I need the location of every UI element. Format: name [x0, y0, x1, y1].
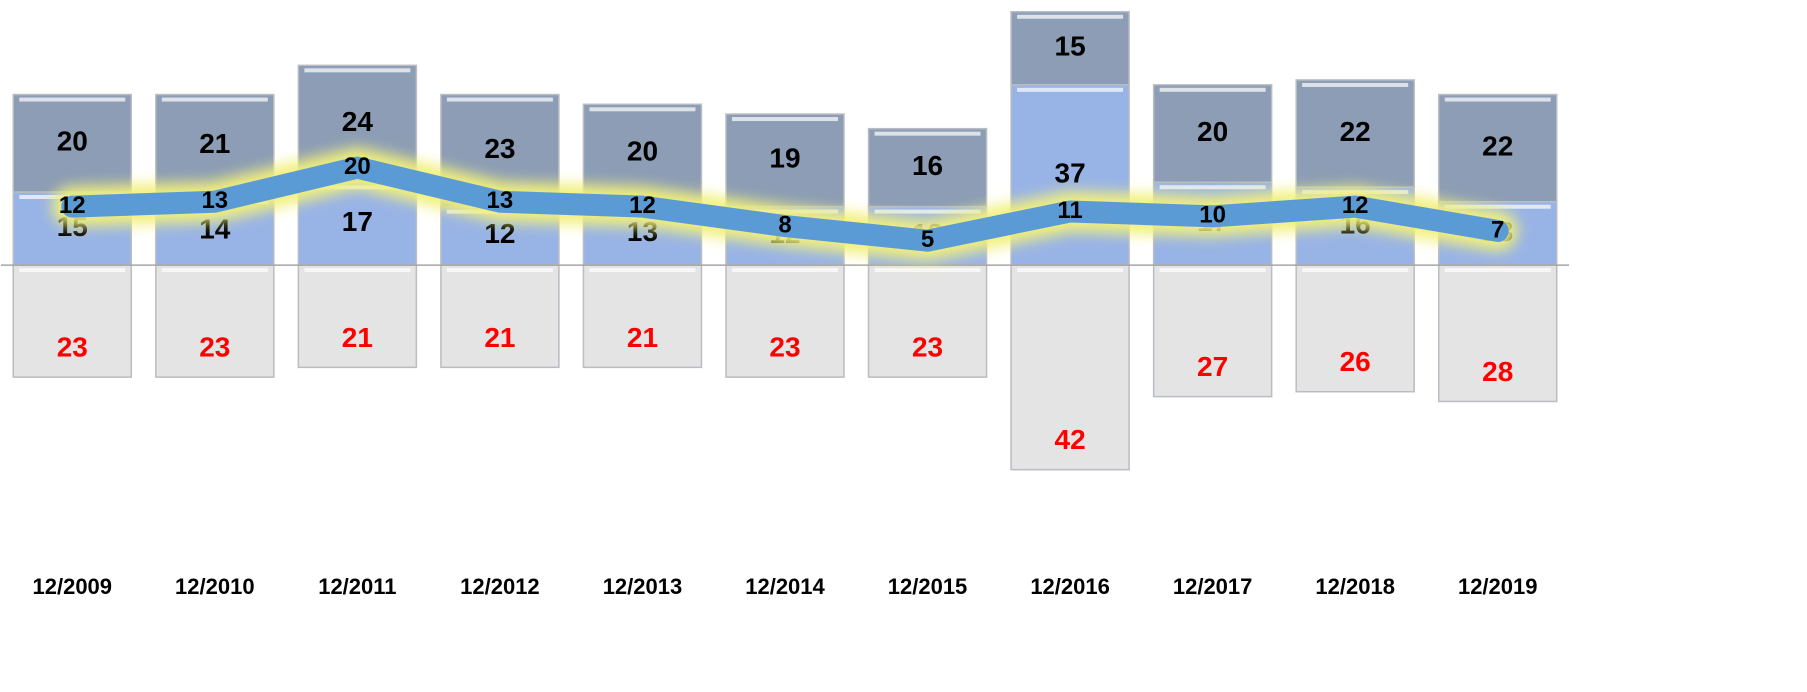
segment-label: 16	[912, 150, 943, 181]
bar-bevel	[1017, 87, 1124, 92]
bar-bevel	[874, 131, 981, 136]
segment-label: 12	[484, 218, 515, 249]
x-tick-label: 12/2017	[1173, 574, 1253, 599]
x-tick-label: 12/2015	[888, 574, 968, 599]
bar-bevel	[1159, 87, 1266, 92]
bar-bevel	[589, 268, 696, 273]
bar-bevel	[446, 268, 553, 273]
bar-segment	[12, 264, 133, 378]
x-tick-label: 12/2018	[1315, 574, 1395, 599]
segment-label: 26	[1340, 346, 1371, 377]
segment-label: 23	[769, 332, 800, 363]
bar-segment	[1152, 264, 1273, 398]
bar-bevel	[19, 268, 126, 273]
bar-segment	[1010, 264, 1130, 471]
bar-segment	[1152, 84, 1273, 183]
x-tick-label: 12/2010	[175, 574, 255, 599]
bar-bevel	[732, 117, 838, 122]
segment-label: 23	[912, 332, 943, 363]
line-label: 12	[1342, 192, 1369, 219]
bar-bevel	[446, 97, 553, 102]
bar-bevel	[1444, 97, 1551, 102]
segment-label: 19	[769, 143, 800, 174]
line-label: 13	[201, 187, 228, 214]
bar-bevel	[1302, 82, 1409, 87]
segment-label: 20	[57, 126, 88, 157]
bar-segment	[582, 264, 703, 369]
line-label: 20	[344, 153, 371, 180]
bar-bevel	[304, 268, 411, 273]
segment-label: 21	[484, 322, 515, 353]
segment-label: 23	[57, 332, 88, 363]
segment-label: 23	[484, 133, 515, 164]
bar-bevel	[161, 97, 268, 102]
bar-bevel	[19, 97, 126, 102]
segment-label: 21	[627, 322, 658, 353]
x-tick-label: 12/2019	[1458, 574, 1538, 599]
bar-segment	[1010, 10, 1130, 86]
segment-label: 23	[199, 332, 230, 363]
x-tick-label: 12/2013	[603, 574, 683, 599]
bar-bevel	[1444, 204, 1551, 209]
x-tick-label: 12/2011	[318, 574, 396, 599]
segment-label: 15	[1055, 31, 1086, 62]
bar-bevel	[874, 268, 981, 273]
x-tick-label: 12/2014	[745, 574, 825, 599]
line-label: 5	[921, 226, 934, 253]
bar-bevel	[589, 107, 696, 112]
segment-label: 17	[342, 206, 373, 237]
segment-label: 42	[1055, 424, 1086, 455]
bar-bevel	[304, 68, 411, 73]
bar-bevel	[1159, 268, 1266, 273]
segment-label: 21	[342, 322, 373, 353]
bar-bevel	[1302, 268, 1409, 273]
bar-segment	[297, 264, 418, 369]
segment-label: 24	[342, 106, 374, 137]
segment-label: 21	[199, 128, 230, 159]
segment-label: 22	[1482, 131, 1513, 162]
x-tick-label: 12/2009	[33, 574, 113, 599]
segment-label: 28	[1482, 356, 1513, 387]
line-label: 10	[1199, 202, 1226, 229]
segment-label: 20	[627, 135, 658, 166]
x-tick-label: 12/2016	[1030, 574, 1110, 599]
bar-segment	[725, 264, 845, 378]
segment-label: 37	[1055, 157, 1086, 188]
x-tick-label: 12/2012	[460, 574, 540, 599]
line-label: 8	[778, 211, 791, 238]
bar-segment	[867, 264, 988, 378]
bar-bevel	[732, 268, 838, 273]
line-label: 13	[487, 187, 514, 214]
bar-bevel	[1444, 268, 1551, 273]
bar-segment	[155, 264, 275, 378]
segment-label: 20	[1197, 116, 1228, 147]
line-label: 12	[59, 192, 86, 219]
line-label: 7	[1491, 216, 1504, 243]
bar-segment	[867, 127, 988, 208]
bar-bevel	[1017, 14, 1124, 19]
bar-segment	[1295, 79, 1415, 188]
bar-segment	[1437, 264, 1558, 403]
line-label: 11	[1057, 197, 1082, 224]
bar-bevel	[874, 209, 981, 214]
bar-bevel	[1017, 268, 1124, 273]
bar-bevel	[1159, 185, 1266, 190]
line-label: 12	[629, 192, 656, 219]
segment-label: 27	[1197, 351, 1228, 382]
bar-segment	[1295, 264, 1415, 393]
line	[61, 156, 1509, 252]
bar-segment	[12, 93, 133, 193]
bar-bevel	[161, 268, 268, 273]
bar-segment	[1437, 93, 1558, 203]
bar-segment	[440, 264, 560, 369]
segment-label: 22	[1340, 116, 1371, 147]
